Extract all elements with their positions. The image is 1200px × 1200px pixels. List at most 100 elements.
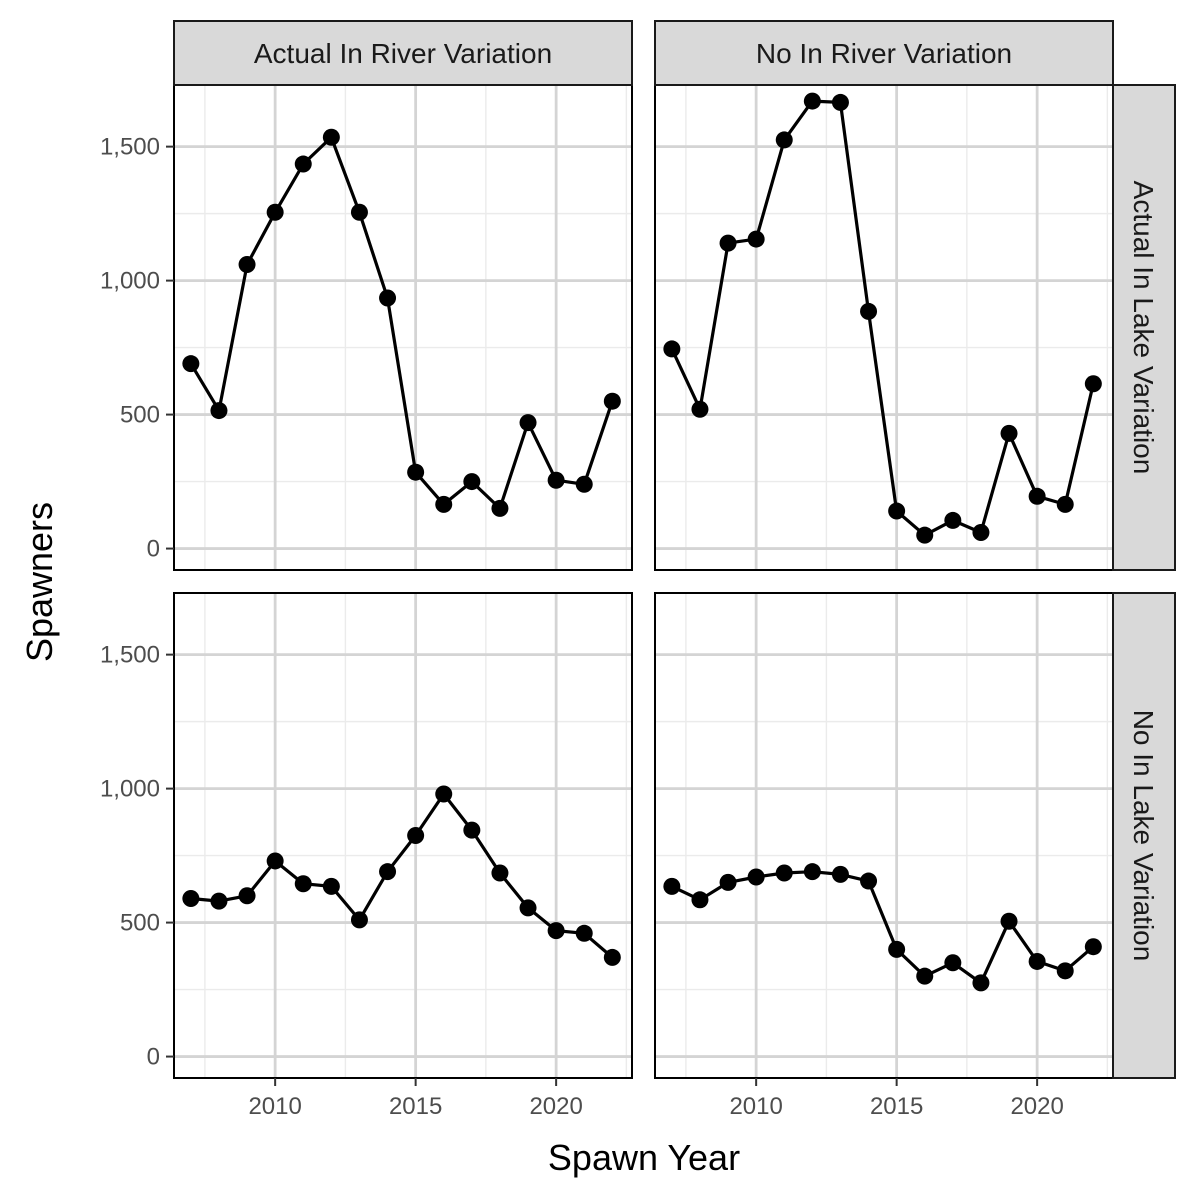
y-tick-label: 1,500 [100,642,160,669]
data-point [182,889,200,907]
y-tick-label: 1,500 [100,134,160,161]
panel-grid [655,593,1113,1078]
data-point [519,899,537,917]
panel-r1-c1 [654,592,1114,1079]
data-point [1028,487,1046,505]
row-strip: No In Lake Variation [1112,592,1176,1079]
data-point [663,340,681,358]
data-point [916,967,934,985]
data-point [888,502,906,520]
data-point [322,128,340,146]
data-point [379,863,397,881]
y-tick-label: 500 [120,402,160,429]
data-point [747,868,765,886]
panel-background [174,85,632,570]
data-point [294,875,312,893]
data-point [1084,938,1102,956]
data-point [860,872,878,890]
data-point [294,155,312,173]
x-tick-label: 2015 [870,1093,923,1120]
data-point [775,131,793,149]
data-point [182,355,200,373]
data-point [210,402,228,420]
data-point [719,234,737,252]
column-strip-box [654,20,1114,86]
data-point [803,92,821,110]
data-point [944,511,962,529]
data-point [747,230,765,248]
panel-r0-c0 [173,84,633,571]
data-point [463,473,481,491]
data-point [1056,962,1074,980]
axis-labels: 0 500 1,000 1,500 0 500 1,000 1,500 2010 2015 2020… [100,134,1064,1120]
data-point [860,302,878,320]
data-point [491,864,509,882]
column-strip-label: Actual In River Variation [254,38,552,69]
data-point [379,289,397,307]
data-point [803,863,821,881]
x-axis-title: Spawn Year [548,1137,740,1178]
x-tick-label: 2010 [248,1093,301,1120]
panel-background [655,593,1113,1078]
panel-r1-c0 [173,592,633,1079]
data-point [519,414,537,432]
panel-grid [174,85,632,570]
data-point [1000,424,1018,442]
data-point [435,785,453,803]
data-point [350,911,368,929]
data-point [575,924,593,942]
y-axis-title: Spawners [19,502,60,662]
data-point [691,891,709,909]
data-point [463,821,481,839]
y-tick-label: 0 [147,1044,160,1071]
y-tick-label: 0 [147,536,160,563]
data-point [266,203,284,221]
panel-background [174,593,632,1078]
y-tick-label: 1,000 [100,268,160,295]
y-tick-label: 1,000 [100,776,160,803]
panels-layer [173,84,1114,1079]
series-line [189,135,614,510]
data-point [831,865,849,883]
data-point [944,954,962,972]
data-point [547,471,565,489]
column-strip-label: No In River Variation [756,38,1012,69]
panel-border [173,592,633,1079]
data-point [1084,375,1102,393]
x-tick-label: 2015 [389,1093,442,1120]
data-point [238,256,256,274]
y-tick-label: 500 [120,910,160,937]
data-point [350,203,368,221]
column-strips: Actual In River Variation No In River Var… [173,20,1114,86]
column-strip: Actual In River Variation [173,20,633,86]
data-point [663,877,681,895]
data-point [238,887,256,905]
data-point [888,940,906,958]
row-strip: Actual In Lake Variation [1112,84,1176,571]
data-point [491,499,509,517]
data-point [603,392,621,410]
data-point [831,93,849,111]
series-line [190,792,614,959]
panel-grid [174,593,632,1078]
data-point [575,475,593,493]
data-point [407,463,425,481]
data-point [972,523,990,541]
series-line [671,870,1095,985]
data-point [435,495,453,513]
data-point [266,852,284,870]
data-point [1056,495,1074,513]
series-line [670,99,1095,537]
data-point [916,526,934,544]
data-point [322,877,340,895]
data-point [407,827,425,844]
row-strip-box [1112,84,1176,571]
data-point [719,873,737,891]
x-tick-label: 2020 [1010,1093,1063,1120]
data-point [1000,912,1018,930]
panel-grid [655,85,1113,570]
data-point [775,864,793,882]
panel-r0-c1 [654,84,1114,571]
data-point [972,974,990,992]
